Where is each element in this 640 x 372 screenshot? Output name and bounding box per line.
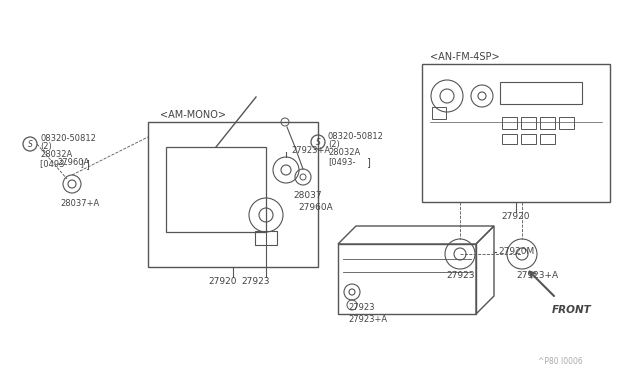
Text: 27923+A: 27923+A: [348, 314, 387, 324]
Bar: [521, 134, 536, 144]
Text: [0493-: [0493-: [328, 157, 355, 167]
Bar: [540, 117, 555, 129]
Text: ^P80 l0006: ^P80 l0006: [538, 357, 583, 366]
Bar: [500, 82, 582, 104]
Text: 27920M: 27920M: [498, 247, 534, 257]
Bar: [255, 231, 277, 245]
Bar: [559, 117, 574, 129]
Text: 27923: 27923: [242, 276, 270, 285]
Text: S: S: [28, 140, 33, 148]
Bar: [422, 64, 610, 202]
Text: (2): (2): [328, 140, 340, 148]
Text: (2): (2): [40, 141, 52, 151]
Text: 08320-50812: 08320-50812: [328, 131, 384, 141]
Bar: [502, 134, 517, 144]
Text: ]: ]: [85, 159, 89, 169]
Bar: [432, 107, 446, 119]
Bar: [502, 117, 517, 129]
Text: 28037: 28037: [293, 190, 322, 199]
Text: 27960A: 27960A: [57, 157, 89, 167]
Text: 27960A: 27960A: [298, 202, 333, 212]
Bar: [521, 117, 536, 129]
Text: 28037+A: 28037+A: [60, 199, 99, 208]
Text: 27923: 27923: [446, 272, 474, 280]
Text: [0493-     ]: [0493- ]: [40, 160, 84, 169]
Text: 27923+A: 27923+A: [291, 145, 330, 154]
Text: 27923: 27923: [348, 304, 374, 312]
Bar: [338, 244, 476, 314]
Bar: [540, 134, 555, 144]
Bar: [148, 122, 318, 267]
Text: 28032A: 28032A: [328, 148, 360, 157]
Text: 08320-50812: 08320-50812: [40, 134, 96, 142]
Bar: [166, 147, 266, 232]
Text: <AN-FM-4SP>: <AN-FM-4SP>: [430, 52, 500, 62]
Text: 27923+A: 27923+A: [516, 272, 558, 280]
Text: ]: ]: [366, 157, 370, 167]
Text: 27920: 27920: [209, 276, 237, 285]
Text: S: S: [316, 138, 321, 147]
Text: 27920: 27920: [502, 212, 531, 221]
Text: 28032A: 28032A: [40, 150, 72, 158]
Text: <AM-MONO>: <AM-MONO>: [160, 110, 226, 120]
Text: FRONT: FRONT: [552, 305, 592, 315]
